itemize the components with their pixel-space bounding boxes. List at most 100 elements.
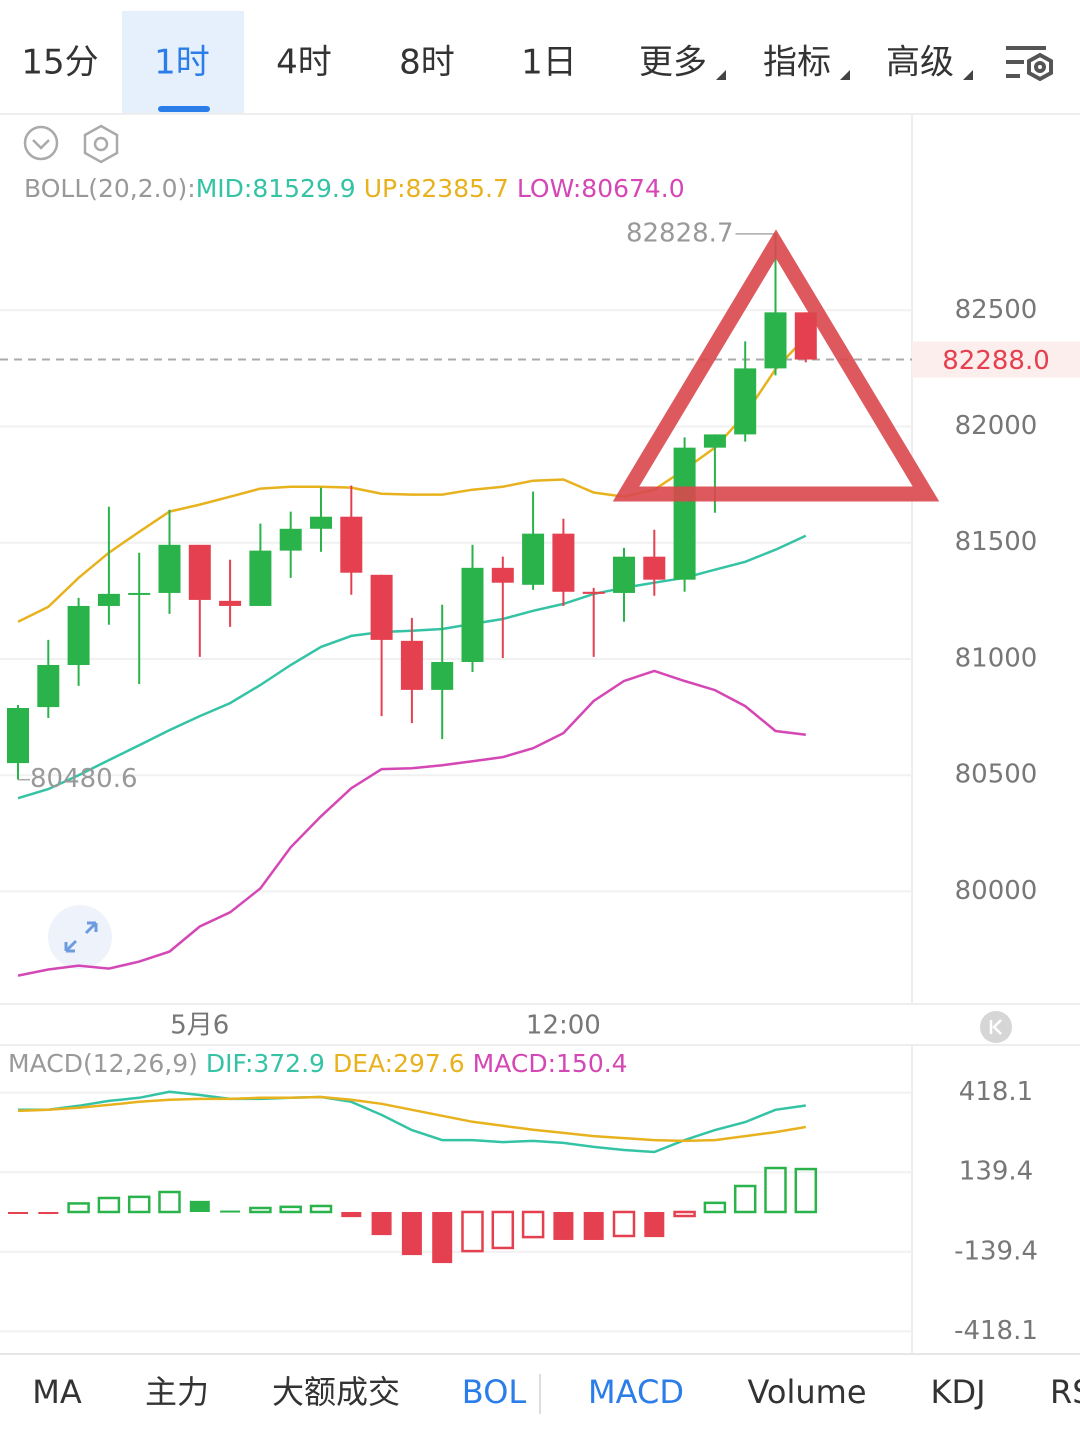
indicator-tab[interactable]: MA: [32, 1373, 82, 1411]
high-label: 82828.7: [626, 218, 734, 248]
indicator-line: [17, 1095, 807, 1143]
candle-body: [188, 544, 211, 600]
x-tick-label: 5月6: [170, 1011, 229, 1041]
candle-body: [703, 434, 726, 448]
macd-bar: [461, 1210, 484, 1253]
macd-bar: [97, 1196, 121, 1214]
tab[interactable]: 8时: [399, 43, 455, 83]
tab[interactable]: 15分: [21, 43, 98, 83]
y-tick-label: 80500: [955, 760, 1038, 790]
tab[interactable]: 更多: [639, 43, 707, 83]
indicator-line: [18, 1090, 806, 1154]
dropdown-arrows: [716, 70, 973, 80]
macd-bar: [401, 1211, 422, 1256]
candle-body: [7, 708, 29, 764]
macd-bar: [703, 1201, 727, 1214]
indicator-tab[interactable]: KDJ: [930, 1373, 985, 1411]
macd-bar: [220, 1210, 241, 1213]
macd-bar: [673, 1210, 696, 1218]
indicator-tab[interactable]: BOL: [462, 1373, 527, 1411]
y-tick-label: 82500: [955, 295, 1038, 325]
candle-body: [673, 447, 696, 580]
indicator-tab[interactable]: RS: [1050, 1373, 1080, 1411]
tab[interactable]: 高级: [886, 43, 954, 83]
candle-body: [158, 544, 181, 593]
candle-body: [734, 368, 757, 435]
tab[interactable]: 1时: [154, 43, 210, 83]
y-tick-label: 80000: [955, 876, 1038, 906]
expand-icon[interactable]: [48, 905, 112, 969]
y-tick-label: 82000: [955, 411, 1038, 441]
hexagon-icon[interactable]: [83, 124, 119, 164]
macd-bar: [38, 1211, 59, 1214]
candle-body: [431, 661, 454, 690]
candle-body: [552, 533, 575, 592]
macd-bar: [491, 1210, 515, 1250]
candle-body: [461, 567, 484, 662]
candle-body: [400, 640, 423, 690]
tab[interactable]: 4时: [276, 43, 332, 83]
candle-body: [613, 556, 635, 593]
boll-legend: BOLL(20,2.0):MID:81529.9 UP:82385.7 LOW:80…: [24, 174, 685, 203]
y-tick-label: 139.4: [959, 1157, 1033, 1187]
macd-bar: [249, 1206, 272, 1214]
active-tab-underline: [158, 106, 210, 112]
indicator-tab[interactable]: 大额成交: [272, 1373, 400, 1411]
macd-legend: MACD(12,26,9) DIF:372.9 DEA:297.6 MACD:150.…: [8, 1049, 628, 1078]
y-tick-label: 418.1: [959, 1077, 1033, 1107]
macd-bar: [8, 1211, 28, 1214]
candle-body: [279, 528, 302, 551]
macd-bar: [309, 1204, 333, 1214]
last-price-label: 82288.0: [942, 346, 1050, 376]
candle-body: [97, 593, 120, 606]
macd-bar: [189, 1200, 210, 1212]
macd-bar: [158, 1190, 181, 1214]
indicator-tab[interactable]: Volume: [747, 1373, 866, 1411]
low-label: 80480.6: [30, 764, 138, 794]
macd-bar: [612, 1210, 636, 1238]
macd-bar: [67, 1202, 90, 1214]
candle-body: [643, 556, 666, 580]
candle-body: [764, 312, 787, 369]
candle-body: [522, 533, 545, 585]
candle-body: [340, 516, 363, 573]
y-tick-label: -139.4: [954, 1236, 1038, 1266]
macd-bar: [127, 1195, 151, 1214]
candle-body: [219, 600, 242, 606]
macd-bar: [583, 1211, 604, 1240]
triangle-annotation: [612, 229, 940, 502]
candle-body: [794, 312, 817, 360]
macd-bar: [279, 1205, 302, 1214]
macd-bar: [644, 1211, 665, 1238]
y-tick-label: 81000: [955, 643, 1038, 673]
active-tab-bg: [122, 11, 244, 113]
candle-body: [128, 592, 151, 595]
y-tick-label: 81500: [955, 527, 1038, 557]
macd-bar: [794, 1167, 818, 1214]
indicator-line: [17, 669, 806, 977]
candle-body: [370, 574, 393, 640]
candle-body: [582, 591, 605, 594]
x-tick-label: 12:00: [526, 1011, 601, 1041]
macd-bar: [371, 1211, 392, 1236]
macd-bar: [432, 1211, 453, 1264]
collapse-icon[interactable]: [980, 1011, 1012, 1043]
macd-bar: [341, 1211, 362, 1218]
tab[interactable]: 1日: [521, 43, 577, 83]
candle-body: [67, 605, 90, 666]
last-price-box: [912, 341, 1080, 378]
macd-bar: [553, 1211, 574, 1240]
macd-bar: [521, 1210, 545, 1239]
macd-bar: [733, 1184, 757, 1214]
settings-icon[interactable]: [1006, 46, 1053, 82]
indicator-tab[interactable]: MACD: [588, 1373, 684, 1411]
candle-body: [249, 550, 272, 606]
toggle-icon[interactable]: [23, 125, 59, 161]
candle-body: [491, 567, 514, 583]
indicator-tab[interactable]: 主力: [145, 1373, 209, 1411]
candle-body: [310, 516, 332, 529]
macd-bar: [764, 1166, 787, 1214]
y-tick-label: -418.1: [954, 1316, 1038, 1346]
tab[interactable]: 指标: [763, 43, 831, 83]
